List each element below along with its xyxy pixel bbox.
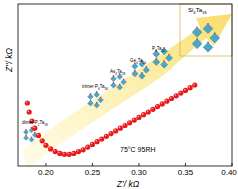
x-axis-label: Z'/ kΩ xyxy=(116,179,140,189)
data-point xyxy=(188,85,193,90)
data-point xyxy=(178,91,183,96)
annotation: Si4Ta18 xyxy=(188,7,207,15)
data-point xyxy=(81,147,86,152)
cluster-icon xyxy=(88,91,104,108)
annotation: dimer-P2Ta18 xyxy=(22,120,48,127)
data-point xyxy=(141,112,146,117)
data-point xyxy=(71,151,76,156)
data-point xyxy=(192,82,197,87)
data-point xyxy=(164,99,169,104)
data-point xyxy=(183,88,188,93)
data-point xyxy=(48,146,53,151)
data-point xyxy=(160,101,165,106)
cluster-icon xyxy=(111,73,127,90)
x-tick-label: 0.20 xyxy=(38,168,54,177)
data-point xyxy=(36,133,41,138)
data-point xyxy=(76,149,81,154)
data-point xyxy=(99,136,104,141)
annotation: As4Ta28 xyxy=(110,69,126,76)
x-tick xyxy=(185,163,186,166)
data-point xyxy=(85,145,90,150)
data-point xyxy=(132,118,137,123)
x-tick-label: 0.35 xyxy=(178,168,194,177)
annotation: P4Ta24 xyxy=(152,46,165,53)
points xyxy=(25,82,198,156)
data-point xyxy=(57,151,62,156)
x-tick-label: 0.40 xyxy=(221,168,237,177)
data-point xyxy=(169,96,174,101)
chart: 0.20 0.25 0.30 0.35 0.40 Z'/ kΩ Z''/ kΩ 75°C 95… xyxy=(0,0,238,189)
y-axis-label: Z''/ kΩ xyxy=(4,48,14,73)
data-point xyxy=(136,115,141,120)
annotation: 75°C 95RH xyxy=(120,146,156,153)
x-tick-label: 0.25 xyxy=(85,168,101,177)
x-tick xyxy=(45,163,46,166)
data-point xyxy=(150,107,155,112)
data-point xyxy=(25,100,30,105)
data-point xyxy=(43,143,48,148)
annotation: Ge4Ta24 xyxy=(130,58,146,65)
data-point xyxy=(90,142,95,147)
data-point xyxy=(104,134,109,139)
data-point xyxy=(174,93,179,98)
cluster-icon xyxy=(192,23,220,52)
x-tick-label: 0.30 xyxy=(131,168,147,177)
data-point xyxy=(113,128,118,133)
data-point xyxy=(108,131,113,136)
band-arrow xyxy=(22,14,232,168)
cluster-icon xyxy=(153,47,173,68)
data-point xyxy=(127,120,132,125)
data-point xyxy=(32,126,37,131)
data-point xyxy=(122,123,127,128)
annotation: trimer-P6Ta36 xyxy=(82,84,108,91)
data-point xyxy=(27,109,32,114)
data-point xyxy=(146,109,151,114)
data-point xyxy=(62,152,67,157)
data-point xyxy=(67,152,72,157)
x-tick xyxy=(232,163,233,166)
data-point xyxy=(40,138,45,143)
highlight-box xyxy=(180,4,232,56)
data-point xyxy=(94,139,99,144)
x-tick xyxy=(138,163,139,166)
data-point xyxy=(53,149,58,154)
data-point xyxy=(155,104,160,109)
plot-frame xyxy=(18,4,232,166)
x-tick xyxy=(92,163,93,166)
data-point xyxy=(118,126,123,131)
